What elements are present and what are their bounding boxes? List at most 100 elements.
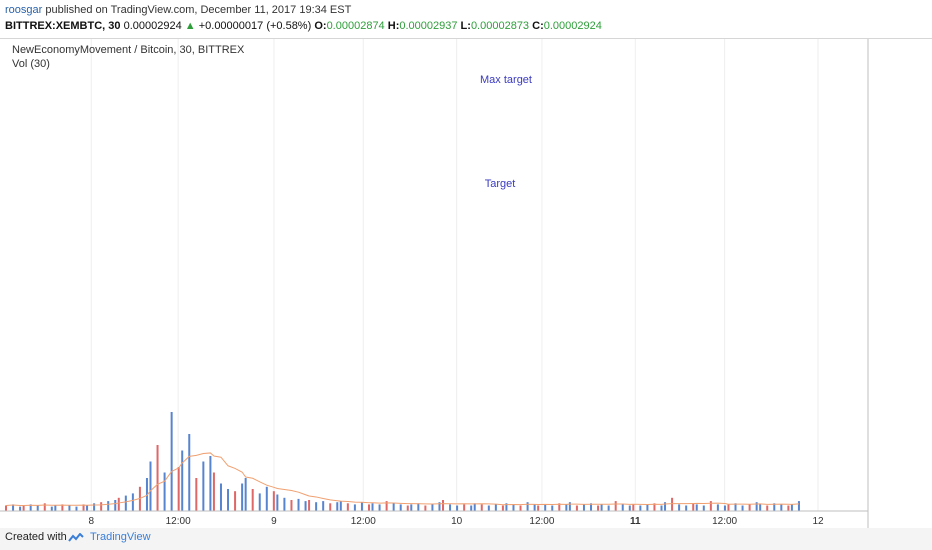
volume-bar	[297, 498, 300, 511]
volume-bar	[533, 504, 536, 511]
tradingview-logo-icon	[68, 533, 84, 542]
volume-bar	[417, 503, 420, 511]
volume-bar	[597, 505, 600, 511]
volume-bar	[685, 505, 688, 511]
volume-bar	[149, 461, 152, 511]
volume-bar	[526, 502, 529, 511]
volume-bar	[353, 504, 356, 511]
volume-bar	[748, 504, 751, 511]
volume-bar	[241, 483, 244, 511]
last-price: 0.00002924	[123, 20, 182, 32]
volume-bar	[519, 505, 522, 511]
volume-bar	[276, 494, 279, 511]
volume-bar	[766, 505, 769, 511]
tradingview-brand-link[interactable]: TradingView	[90, 531, 151, 543]
author-link[interactable]: roosgar	[5, 4, 43, 16]
volume-bar	[702, 505, 705, 511]
volume-bar	[163, 472, 166, 511]
x-tick-label: 12:00	[712, 516, 737, 527]
volume-bar	[100, 502, 103, 511]
footer: Created with TradingView	[0, 528, 932, 550]
volume-bar	[61, 504, 64, 511]
volume-bar	[456, 505, 459, 511]
volume-bar	[86, 505, 89, 511]
volume-bar	[360, 502, 363, 511]
x-tick-label: 9	[271, 516, 277, 527]
price-change: +0.00000017 (+0.58%)	[198, 20, 312, 32]
volume-bar	[501, 505, 504, 511]
volume-bar	[512, 504, 515, 511]
volume-bar	[614, 501, 617, 511]
volume-bar	[716, 504, 719, 511]
volume-bar	[258, 493, 261, 511]
volume-bar	[759, 504, 762, 511]
volume-bar	[54, 505, 57, 511]
volume-bar	[431, 504, 434, 511]
volume-bar	[487, 505, 490, 511]
volume-bar	[12, 504, 15, 511]
volume-bar	[177, 467, 180, 511]
volume-bar	[339, 501, 342, 511]
volume-bar	[290, 500, 293, 511]
chart-area[interactable]: 0.000057810.000044950.000030450.00002924…	[0, 38, 932, 529]
volume-bar	[505, 503, 508, 511]
time-axis[interactable]: 8 12:00 9 12:00 10 12:00 11 12:00 12	[88, 516, 824, 527]
volume-bar	[741, 505, 744, 511]
volume-bar	[19, 506, 22, 511]
volume-bar	[646, 504, 649, 511]
volume-bar	[75, 506, 78, 511]
volume-bar	[494, 504, 497, 511]
volume-bar	[315, 502, 318, 511]
high-value: 0.00002937	[399, 20, 458, 32]
volume-bar	[480, 504, 483, 511]
volume-bar	[671, 497, 674, 511]
low-value: 0.00002873	[470, 20, 530, 32]
volume-bar	[558, 503, 561, 511]
volume-bar	[582, 504, 585, 511]
volume-bar	[632, 504, 635, 511]
volume-bar	[406, 505, 409, 511]
volume-bar	[664, 502, 667, 511]
published-text: published on TradingView.com, December 1…	[45, 4, 352, 16]
close-value: 0.00002924	[543, 20, 602, 32]
x-tick-label: 10	[451, 516, 463, 527]
grid	[90, 39, 819, 511]
max-target-annotation[interactable]: Max target	[480, 74, 532, 86]
volume-bar	[50, 506, 53, 511]
volume-bar	[385, 501, 388, 511]
x-tick-label: 12	[812, 516, 824, 527]
volume-bar	[156, 445, 159, 511]
volume-bar	[787, 505, 790, 511]
price-chart[interactable]: 0.000057810.000044950.000030450.00002924…	[0, 39, 932, 529]
volume-bar	[304, 501, 307, 511]
volume-bar	[209, 456, 212, 511]
volume-bar	[449, 504, 452, 511]
x-tick-label: 11	[630, 516, 641, 527]
volume-bar	[544, 504, 547, 511]
volume-bar	[678, 504, 681, 511]
volume-bar	[329, 503, 332, 511]
volume-bar	[131, 493, 134, 511]
volume-bar	[283, 497, 286, 511]
volume-bar	[695, 504, 698, 511]
volume-bar	[470, 505, 473, 511]
target-annotation[interactable]: Target	[485, 178, 516, 190]
x-tick-label: 12:00	[351, 516, 376, 527]
volume-bar	[600, 504, 603, 511]
volume-bar	[36, 505, 39, 511]
volume-bar	[114, 500, 117, 511]
symbol-label: BITTREX:XEMBTC, 30	[5, 20, 121, 32]
volume-bar	[565, 504, 568, 511]
close-label: C:	[532, 20, 544, 32]
volume-bar	[438, 502, 441, 511]
volume-bar	[607, 505, 610, 511]
volume-bar	[188, 434, 191, 511]
volume-bar	[399, 504, 402, 511]
volume-bar	[621, 504, 624, 511]
x-tick-label: 8	[88, 516, 94, 527]
x-tick-label: 12:00	[166, 516, 191, 527]
volume-bar	[692, 503, 695, 511]
volume-bar	[212, 472, 215, 511]
publish-info: roosgar published on TradingView.com, De…	[5, 4, 351, 16]
volume-bar	[463, 504, 466, 511]
